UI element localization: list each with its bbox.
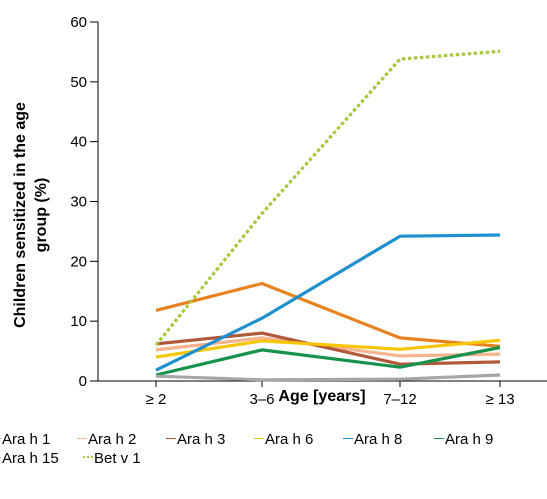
legend-label: Ara h 2 <box>88 431 137 448</box>
legend-swatch <box>343 437 353 439</box>
series-line-ara-h-3 <box>155 331 501 366</box>
legend-swatch <box>0 437 1 439</box>
y-axis-title-line-1: Children sensitized in the age <box>12 102 29 328</box>
legend-label: Ara h 3 <box>177 431 226 448</box>
x-tick-label: 3–6 <box>249 391 274 408</box>
y-tick-label: 30 <box>70 194 87 211</box>
legend-label: Ara h 9 <box>445 431 494 448</box>
y-axis-title-line-2: group (%) <box>33 178 50 253</box>
x-tick-label: ≥ 13 <box>485 391 514 408</box>
legend-item-ara-h-3: Ara h 3 <box>166 430 225 449</box>
x-axis-title: Age [years] <box>278 388 365 405</box>
legend-item-ara-h-6: Ara h 6 <box>254 430 313 449</box>
x-tick-label: ≥ 2 <box>146 391 167 408</box>
y-tick-label: 40 <box>70 134 87 151</box>
series-line-ara-h-9 <box>155 345 501 377</box>
y-tick-label: 20 <box>70 253 87 270</box>
legend-label: Ara h 15 <box>2 450 59 467</box>
series-layer <box>154 49 501 382</box>
series-line-ara-h-6 <box>155 338 501 359</box>
y-tick-label: 50 <box>70 74 87 91</box>
legend-item-ara-h-1: Ara h 1 <box>0 430 50 449</box>
y-tick-label: 10 <box>70 313 87 330</box>
legend-swatch <box>254 437 264 439</box>
series-line-ara-h-1 <box>155 281 501 348</box>
legend-item-ara-h-2: Ara h 2 <box>77 430 136 449</box>
legend-item-ara-h-15: Ara h 15 <box>0 449 59 468</box>
legend-label: Bet v 1 <box>94 450 141 467</box>
legend-swatch <box>434 437 444 439</box>
x-tick-label: 7–12 <box>383 391 416 408</box>
legend-swatch <box>166 437 176 439</box>
y-tick-label: 60 <box>70 14 87 31</box>
legend-label: Ara h 8 <box>354 431 403 448</box>
legend-swatch <box>0 456 1 458</box>
legend-label: Ara h 1 <box>2 431 51 448</box>
y-tick-label: 0 <box>79 373 87 390</box>
series-line-bet-v-1 <box>154 49 501 347</box>
line-chart: 0 10 20 30 40 50 60 ≥ 2 3–6 7–12 ≥ 13 Children se… <box>12 14 547 408</box>
series-line-ara-h-8 <box>155 233 501 372</box>
legend-swatch <box>77 437 87 439</box>
legend-item-bet-v-1: Bet v 1 <box>83 449 141 468</box>
y-axis: 0 10 20 30 40 50 60 <box>70 14 99 390</box>
legend-swatch <box>83 456 93 459</box>
legend-item-ara-h-9: Ara h 9 <box>434 430 493 449</box>
series-line-ara-h-15 <box>155 373 501 382</box>
legend-label: Ara h 6 <box>265 431 314 448</box>
legend-item-ara-h-8: Ara h 8 <box>343 430 402 449</box>
